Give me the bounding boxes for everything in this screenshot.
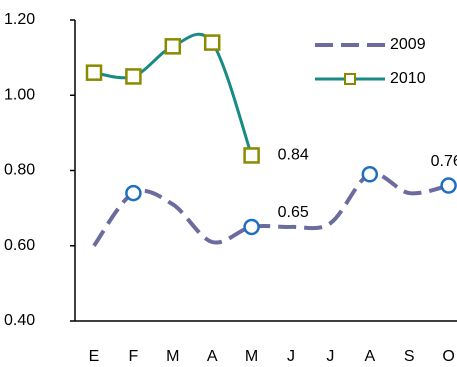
y-tick-label: 1.00: [4, 86, 35, 103]
marker: [164, 38, 182, 55]
marker: [361, 166, 379, 183]
x-tick-label: S: [404, 348, 415, 365]
legend-label: 2009: [390, 36, 426, 53]
data-label: 0.65: [278, 204, 309, 221]
x-tick-label: J: [287, 348, 295, 365]
x-tick-label: F: [129, 348, 139, 365]
x-tick-label: M: [245, 348, 258, 365]
marker: [85, 64, 103, 81]
data-label: 0.76: [431, 153, 457, 170]
legend-label: 2010: [390, 70, 426, 87]
x-tick-label: A: [364, 348, 375, 365]
marker: [125, 68, 142, 85]
marker: [440, 177, 457, 194]
x-tick-label: M: [166, 348, 179, 365]
y-tick-label: 0.80: [4, 162, 35, 179]
x-tick-label: A: [207, 348, 218, 365]
series-line: [92, 171, 450, 247]
x-tick-label: E: [89, 348, 100, 365]
y-tick-label: 0.60: [4, 237, 35, 254]
data-label: 0.84: [278, 147, 309, 164]
y-tick-label: 0.40: [4, 312, 35, 329]
marker: [125, 184, 142, 202]
marker: [243, 147, 260, 164]
marker: [203, 34, 221, 51]
legend-marker: [344, 73, 356, 85]
marker: [243, 218, 260, 236]
y-tick-label: 1.20: [4, 11, 35, 28]
x-tick-label: J: [326, 348, 334, 365]
x-tick-label: O: [442, 348, 454, 365]
